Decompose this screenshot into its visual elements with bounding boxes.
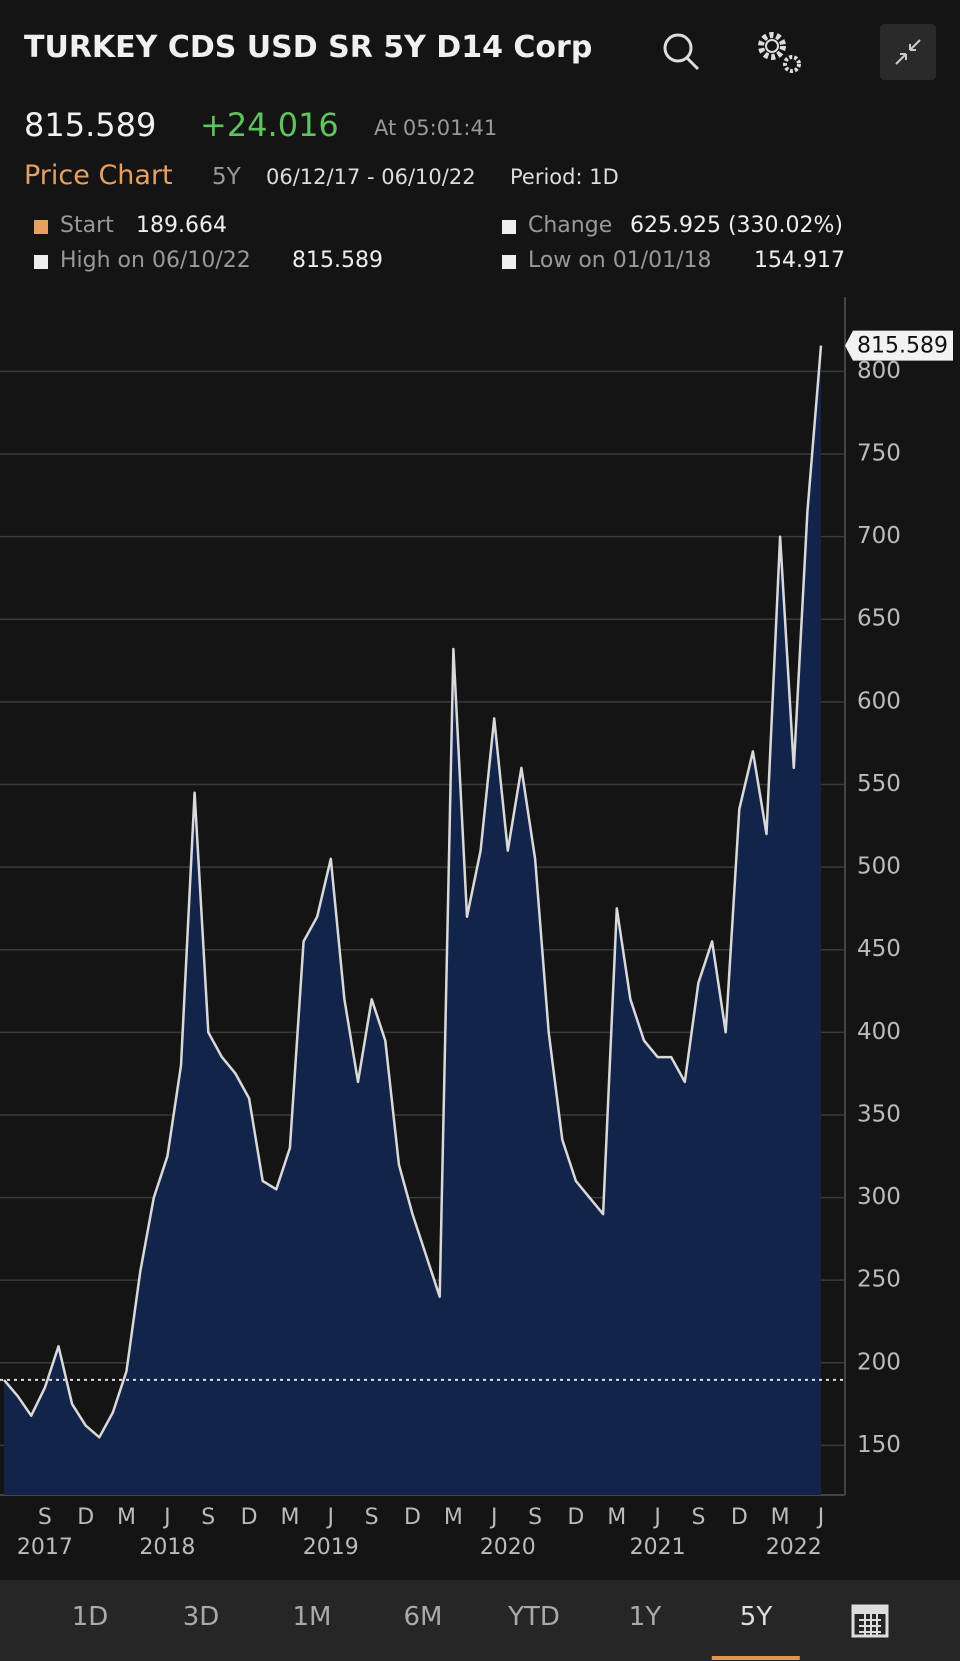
stat-value: 154.917	[754, 248, 845, 273]
tab-bar: 1D 3D 1M 6M YTD 1Y 5Y	[0, 1580, 960, 1661]
change: +24.016	[200, 106, 339, 144]
collapse-icon[interactable]	[880, 24, 936, 80]
settings-icon[interactable]	[750, 26, 810, 78]
x-tick-label: S	[201, 1505, 215, 1530]
y-tick-label: 700	[857, 523, 901, 549]
y-tick-label: 650	[857, 606, 901, 632]
x-tick-label: M	[117, 1505, 136, 1530]
range-tab[interactable]: 1D	[71, 1602, 109, 1632]
x-tick-label: D	[404, 1505, 421, 1530]
stat-value: 815.589	[292, 248, 383, 273]
x-year-label: 2017	[17, 1535, 73, 1560]
stat-label: Low on 01/01/18	[528, 248, 712, 273]
range-tab[interactable]: 5Y	[711, 1602, 802, 1660]
x-tick-label: S	[528, 1505, 542, 1530]
area	[4, 345, 821, 1496]
y-tick-label: 450	[857, 936, 901, 962]
x-tick-label: D	[731, 1505, 748, 1530]
legend-swatch	[502, 255, 516, 269]
y-tick-label: 300	[857, 1184, 901, 1210]
x-tick-label: S	[691, 1505, 705, 1530]
y-tick-label: 550	[857, 771, 901, 797]
y-tick-label: 150	[857, 1432, 901, 1458]
y-tick-label: 600	[857, 688, 901, 714]
range-tab[interactable]: 1Y	[628, 1602, 662, 1632]
x-tick-label: M	[280, 1505, 299, 1530]
chart-label: Price Chart	[24, 160, 173, 191]
price: 815.589	[24, 106, 157, 144]
x-year-label: 2022	[766, 1535, 822, 1560]
title: TURKEY CDS USD SR 5Y D14 Corp	[24, 30, 593, 65]
x-year-label: 2020	[480, 1535, 536, 1560]
y-tick-label: 400	[857, 1019, 901, 1045]
stat-label: High on 06/10/22	[60, 248, 251, 273]
legend-swatch	[502, 220, 516, 234]
last-value-badge	[845, 330, 953, 361]
y-tick-label: 200	[857, 1349, 901, 1375]
x-tick-label: J	[489, 1505, 498, 1530]
x-tick-label: D	[77, 1505, 94, 1530]
range-tab[interactable]: 1M	[292, 1602, 332, 1632]
x-tick-label: S	[38, 1505, 52, 1530]
last-value-label: 815.589	[857, 334, 948, 359]
x-tick-label: D	[241, 1505, 258, 1530]
range-tab[interactable]: 3D	[182, 1602, 220, 1632]
range-tab[interactable]: YTD	[508, 1602, 560, 1632]
range-tab[interactable]: 6M	[403, 1602, 443, 1632]
x-year-label: 2018	[139, 1535, 195, 1560]
x-tick-label: S	[365, 1505, 379, 1530]
x-tick-label: M	[444, 1505, 463, 1530]
y-tick-label: 750	[857, 440, 901, 466]
y-tick-label: 350	[857, 1101, 901, 1127]
x-tick-label: J	[652, 1505, 661, 1530]
y-tick-label: 500	[857, 854, 901, 880]
line	[3, 345, 823, 1439]
x-year-label: 2019	[303, 1535, 359, 1560]
x-tick-label: D	[567, 1505, 584, 1530]
x-tick-label: M	[771, 1505, 790, 1530]
chart: 150 200 250 300 350 400 450 500 550 600 650 700 750 8…	[0, 297, 953, 1560]
dates: 06/12/17 - 06/10/22	[266, 165, 476, 189]
legend-swatch	[34, 255, 48, 269]
legend-swatch	[34, 220, 48, 234]
stat-value: 189.664	[136, 213, 227, 238]
stat-label: Start	[60, 213, 114, 238]
x-tick-label: J	[816, 1505, 825, 1530]
stat-value: 625.925 (330.02%)	[630, 213, 844, 238]
x-tick-label: M	[607, 1505, 626, 1530]
y-tick-label: 250	[857, 1267, 901, 1293]
period: Period: 1D	[510, 165, 619, 189]
stat-label: Change	[528, 213, 613, 238]
x-tick-label: J	[326, 1505, 335, 1530]
range: 5Y	[212, 164, 241, 190]
x-tick-label: J	[162, 1505, 171, 1530]
time: At 05:01:41	[374, 116, 498, 140]
search-icon[interactable]	[656, 28, 716, 78]
y-tick-label: 800	[857, 358, 901, 384]
x-year-label: 2021	[630, 1535, 686, 1560]
calendar-icon[interactable]	[850, 1600, 890, 1640]
